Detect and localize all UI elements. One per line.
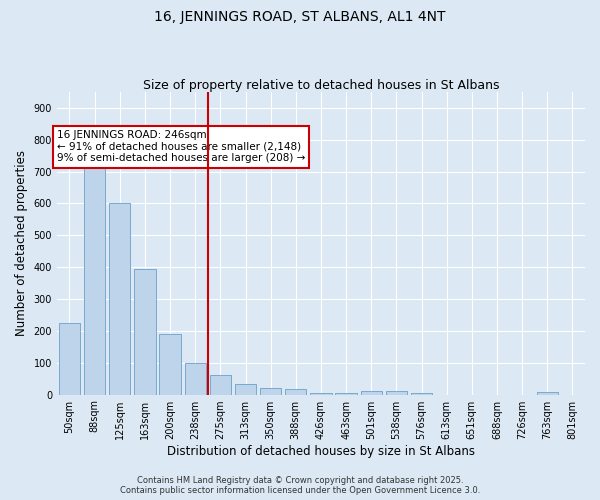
Bar — [109, 204, 130, 394]
Bar — [160, 334, 181, 394]
Bar — [209, 376, 231, 394]
Text: 16 JENNINGS ROAD: 246sqm
← 91% of detached houses are smaller (2,148)
9% of semi: 16 JENNINGS ROAD: 246sqm ← 91% of detach… — [57, 130, 305, 164]
Y-axis label: Number of detached properties: Number of detached properties — [15, 150, 28, 336]
Bar — [235, 384, 256, 394]
Bar — [536, 392, 558, 394]
Bar — [335, 393, 357, 394]
Bar — [310, 393, 332, 394]
X-axis label: Distribution of detached houses by size in St Albans: Distribution of detached houses by size … — [167, 444, 475, 458]
Title: Size of property relative to detached houses in St Albans: Size of property relative to detached ho… — [143, 79, 499, 92]
Bar — [134, 270, 155, 394]
Bar — [260, 388, 281, 394]
Bar — [285, 389, 307, 394]
Bar — [84, 162, 106, 394]
Bar — [386, 392, 407, 394]
Text: 16, JENNINGS ROAD, ST ALBANS, AL1 4NT: 16, JENNINGS ROAD, ST ALBANS, AL1 4NT — [154, 10, 446, 24]
Text: Contains HM Land Registry data © Crown copyright and database right 2025.
Contai: Contains HM Land Registry data © Crown c… — [120, 476, 480, 495]
Bar — [59, 323, 80, 394]
Bar — [361, 391, 382, 394]
Bar — [185, 364, 206, 394]
